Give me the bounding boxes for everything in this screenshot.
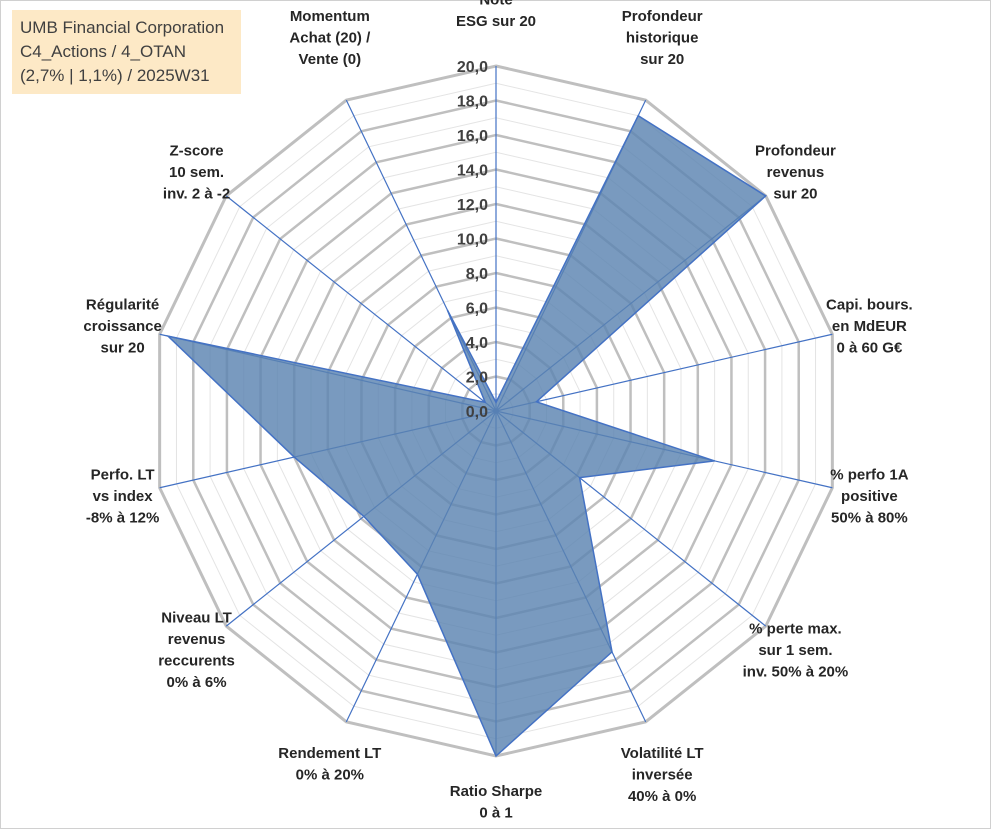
axis-label: Perfo. LT vs index -8% à 12% bbox=[86, 467, 159, 527]
tick-label: 12,0 bbox=[457, 197, 488, 214]
tick-label: 2,0 bbox=[466, 370, 488, 387]
axis-label: Volatilité LT inversée 40% à 0% bbox=[621, 745, 704, 805]
axis-label-line: sur 20 bbox=[640, 51, 684, 68]
axis-label-line: revenus bbox=[767, 164, 825, 181]
axis-label-line: croissance bbox=[83, 318, 161, 335]
axis-label-line: Régularité bbox=[86, 296, 159, 313]
axis-label-line: 0% à 6% bbox=[167, 674, 227, 691]
axis-label: Profondeur revenus sur 20 bbox=[755, 143, 836, 203]
axis-label: Momentum Achat (20) / Vente (0) bbox=[289, 8, 371, 68]
axis-label-line: vs index bbox=[93, 488, 154, 505]
axis-label-line: sur 20 bbox=[101, 339, 145, 356]
axis-label-line: revenus bbox=[168, 631, 226, 648]
tick-label: 10,0 bbox=[457, 232, 488, 249]
axis-label-line: Profondeur bbox=[755, 143, 836, 160]
chart-title-stats: (2,7% | 1,1%) / 2025W31 bbox=[20, 66, 210, 85]
axis-label: Rendement LT 0% à 20% bbox=[278, 745, 381, 784]
axis-label-line: Rendement LT bbox=[278, 745, 381, 762]
radar-tick-labels: 0,0 2,0 4,0 6,0 8,0 10,0 12,0 14,0 16,0 18,0 20,0 bbox=[457, 59, 488, 421]
axis-label: Capi. bours. en MdEUR 0 à 60 G€ bbox=[826, 296, 913, 356]
spoke-line bbox=[225, 195, 497, 412]
axis-label: Ratio Sharpe 0 à 1 bbox=[450, 783, 543, 822]
axis-label-line: Perfo. LT bbox=[91, 467, 155, 484]
axis-label-line: % perfo 1A bbox=[830, 467, 909, 484]
axis-label-line: -8% à 12% bbox=[86, 510, 159, 527]
axis-label-line: Achat (20) / bbox=[289, 29, 371, 46]
axis-label-line: 0 à 1 bbox=[479, 805, 512, 822]
tick-label: 18,0 bbox=[457, 94, 488, 111]
tick-label: 16,0 bbox=[457, 128, 488, 145]
tick-label: 20,0 bbox=[457, 59, 488, 76]
axis-label: % perfo 1A positive 50% à 80% bbox=[830, 467, 909, 527]
tick-label: 8,0 bbox=[466, 266, 488, 283]
axis-label-line: 0% à 20% bbox=[296, 767, 364, 784]
axis-label-line: Volatilité LT bbox=[621, 745, 704, 762]
axis-label-line: historique bbox=[626, 29, 699, 46]
axis-label: Note ESG sur 20 bbox=[456, 0, 536, 30]
axis-label-line: 10 sem. bbox=[169, 164, 224, 181]
axis-label-line: Vente (0) bbox=[299, 51, 362, 68]
axis-label-line: inv. 2 à -2 bbox=[163, 186, 230, 203]
radar-axis-labels: Note ESG sur 20 Profondeur historique sur 20… bbox=[83, 0, 912, 822]
chart-title-company: UMB Financial Corporation bbox=[20, 18, 225, 37]
axis-label: Régularité croissance sur 20 bbox=[83, 296, 161, 356]
axis-label-line: 0 à 60 G€ bbox=[836, 339, 903, 356]
axis-label-line: reccurents bbox=[158, 653, 235, 670]
axis-label-line: inv. 50% à 20% bbox=[743, 663, 849, 680]
axis-label-line: Z-score bbox=[169, 143, 223, 160]
axis-label: Z-score 10 sem. inv. 2 à -2 bbox=[163, 143, 230, 203]
axis-label-line: Ratio Sharpe bbox=[450, 783, 543, 800]
axis-label-line: Niveau LT bbox=[161, 610, 232, 627]
axis-label: % perte max. sur 1 sem. inv. 50% à 20% bbox=[743, 620, 849, 680]
axis-label-line: Profondeur bbox=[622, 8, 703, 25]
axis-label-line: sur 20 bbox=[773, 186, 817, 203]
tick-label: 14,0 bbox=[457, 163, 488, 180]
spoke-line bbox=[495, 333, 833, 412]
tick-label: 4,0 bbox=[466, 335, 488, 352]
axis-label-line: Momentum bbox=[290, 8, 370, 25]
axis-label-line: 50% à 80% bbox=[831, 510, 908, 527]
axis-label-line: Note bbox=[479, 0, 512, 9]
axis-label-line: positive bbox=[841, 488, 898, 505]
axis-label-line: % perte max. bbox=[749, 620, 842, 637]
tick-label: 6,0 bbox=[466, 301, 488, 318]
chart-title-box: UMB Financial Corporation C4_Actions / 4… bbox=[12, 10, 241, 94]
axis-label-line: ESG sur 20 bbox=[456, 13, 536, 30]
axis-label: Profondeur historique sur 20 bbox=[622, 8, 703, 68]
radar-series bbox=[165, 114, 767, 758]
tick-label: 0,0 bbox=[466, 404, 488, 421]
axis-label-line: 40% à 0% bbox=[628, 788, 696, 805]
axis-label: Niveau LT revenus reccurents 0% à 6% bbox=[158, 610, 235, 692]
axis-label-line: inversée bbox=[632, 767, 693, 784]
chart-title-category: C4_Actions / 4_OTAN bbox=[20, 42, 186, 61]
axis-label-line: Capi. bours. bbox=[826, 296, 913, 313]
axis-label-line: sur 1 sem. bbox=[758, 642, 832, 659]
axis-label-line: en MdEUR bbox=[832, 318, 907, 335]
